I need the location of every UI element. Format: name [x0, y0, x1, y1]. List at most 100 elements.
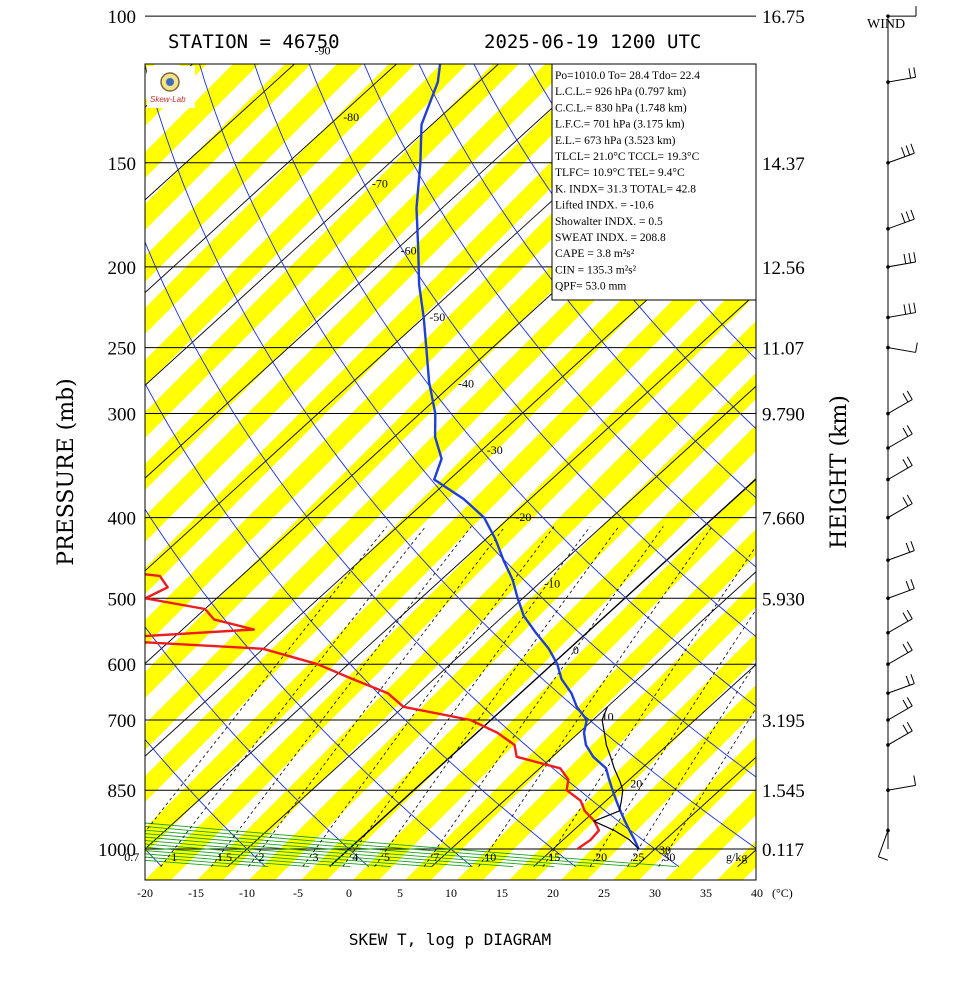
- wind-barb-staff: [887, 649, 913, 665]
- yellow-band: [145, 217, 756, 854]
- isotherm-label: -10: [544, 576, 560, 590]
- height-tick-label: 0.117: [762, 840, 804, 861]
- index-line: Po=1010.0 To= 28.4 Tdo= 22.4: [555, 70, 700, 82]
- footer-title: SKEW T, log p DIAGRAM: [349, 930, 551, 949]
- yellow-band: [717, 841, 756, 880]
- dry-adiabat: [145, 240, 680, 867]
- yellow-band: [197, 321, 756, 880]
- isotherm-line: [145, 64, 398, 294]
- mixing-ratio-unit: g/kg: [726, 850, 747, 864]
- temperature-tick-label: 10: [445, 886, 457, 900]
- wind-barb-flag: [905, 675, 911, 686]
- pressure-tick-label: 250: [108, 339, 137, 360]
- isotherm-line: [145, 292, 756, 850]
- isotherm-line: [145, 64, 602, 479]
- mixing-ratio-line: [145, 526, 388, 833]
- yellow-band: [145, 64, 259, 178]
- index-line: K. INDX= 31.3 TOTAL= 42.8: [555, 183, 696, 195]
- isotherm-label: -30: [487, 443, 503, 457]
- wind-barb-staff: [887, 433, 913, 449]
- yellow-band: [145, 165, 756, 802]
- moist-adiabat: [145, 850, 351, 868]
- mixing-ratio-label: 30: [663, 850, 675, 864]
- index-line: QPF= 53.0 mm: [555, 281, 626, 293]
- mixing-ratio-line: [160, 526, 426, 867]
- isotherm-line: [227, 385, 756, 867]
- index-line: TLCL= 21.0°C TCCL= 19.3°C: [555, 151, 700, 163]
- yellow-band: [925, 0, 960, 880]
- height-tick-label: 3.195: [762, 711, 805, 732]
- wind-barb-flag: [906, 425, 913, 435]
- wind-station-dot: [886, 265, 890, 269]
- dry-adiabat: [0, 16, 58, 866]
- wind-barb-flag: [906, 697, 913, 707]
- wind-barb-staff: [887, 399, 913, 414]
- dry-adiabat: [473, 64, 756, 430]
- yellow-band: [145, 64, 519, 438]
- wind-barb-flag: [905, 542, 911, 553]
- wind-barb-flag: [903, 253, 907, 264]
- wind-barb-flag: [906, 494, 913, 504]
- height-tick-label: 12.56: [762, 258, 805, 279]
- mixing-ratio-line: [248, 526, 506, 867]
- wind-barb-staff: [887, 705, 913, 721]
- temperature-tick-label: 20: [547, 886, 559, 900]
- pressure-tick-label: 500: [108, 589, 137, 610]
- wind-barb-flag: [910, 541, 915, 551]
- wind-barb-flag: [906, 722, 913, 732]
- wind-barb-flag: [905, 145, 911, 156]
- axis-labels: 100150200250300400500600700850100016.751…: [98, 7, 805, 900]
- wind-barb-staff: [887, 261, 916, 268]
- dry-adiabat: [767, 16, 960, 866]
- height-tick-label: 11.07: [762, 339, 804, 360]
- dry-adiabat: [145, 848, 163, 867]
- yellow-band: [509, 633, 756, 880]
- wind-barb-staff: [887, 588, 915, 599]
- dry-adiabat: [363, 64, 756, 568]
- isotherm-label: 0: [573, 643, 579, 657]
- wind-barb-flag: [910, 579, 915, 589]
- dry-adiabat: [308, 64, 756, 638]
- yellow-band: [405, 529, 756, 880]
- wind-barb-staff: [887, 218, 915, 230]
- pressure-tick-label: 850: [108, 781, 137, 802]
- dry-adiabat: [873, 16, 960, 866]
- mixing-ratio-label: 7: [433, 850, 439, 864]
- wind-barb-staff: [887, 76, 916, 83]
- dry-adiabat: [145, 382, 576, 867]
- mixing-ratio-label: 3: [312, 850, 318, 864]
- isotherm-line: [431, 571, 756, 867]
- pressure-tick-label: 200: [108, 258, 137, 279]
- pressure-tick-label: 1000: [98, 840, 136, 861]
- yellow-band: [0, 0, 175, 880]
- pressure-tick-label: 600: [108, 655, 137, 676]
- yellow-band: [145, 64, 623, 542]
- temperature-tick-label: -20: [137, 886, 153, 900]
- wind-barb-staff: [887, 503, 913, 519]
- wind-barb-flag: [913, 67, 917, 78]
- isotherm-line: [0, 0, 164, 867]
- yellow-band: [249, 373, 756, 880]
- mixing-ratio-label: 20: [595, 850, 607, 864]
- yellow-band: [301, 425, 756, 880]
- isotherm-label: 20: [630, 776, 642, 790]
- isotherm-line: [329, 478, 756, 868]
- temperature-tick-label: 15: [496, 886, 508, 900]
- wind-barb-staff: [887, 312, 916, 318]
- dry-adiabat: [418, 64, 756, 499]
- index-line: Lifted INDX. = -10.6: [555, 200, 654, 212]
- wind-barb-flag: [902, 612, 909, 622]
- temperature-tick-label: 25: [598, 886, 610, 900]
- pressure-tick-label: 300: [108, 405, 137, 426]
- mixing-ratio-label: 10: [484, 850, 496, 864]
- isotherm-label: -80: [343, 110, 359, 124]
- mixing-ratio-line: [542, 545, 756, 867]
- temperature-tick-label: 40: [751, 886, 763, 900]
- wind-barb-flag: [902, 459, 909, 469]
- isotherm-line: [145, 64, 500, 386]
- y-axis-title: PRESSURE (mb): [54, 378, 79, 565]
- mixing-ratio-label: 5: [384, 850, 390, 864]
- plot-frame: [144, 63, 757, 881]
- index-line: CAPE = 3.8 m²s²: [555, 248, 635, 260]
- wind-barb-staff: [887, 550, 915, 561]
